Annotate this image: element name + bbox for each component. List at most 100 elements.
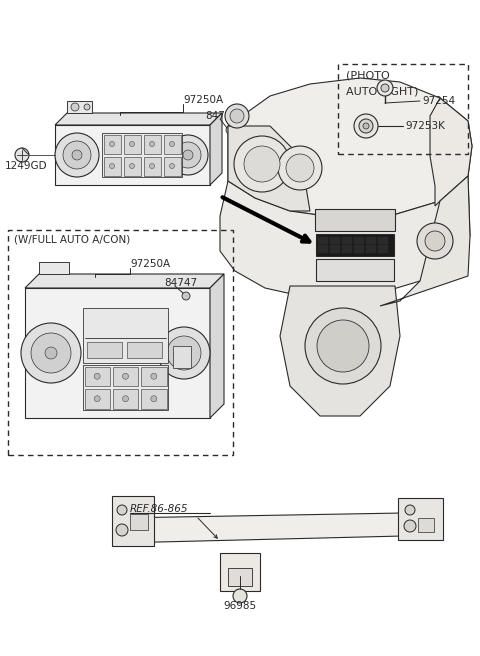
- Circle shape: [31, 333, 71, 373]
- Bar: [418, 518, 434, 532]
- Text: 1249GD: 1249GD: [5, 161, 48, 171]
- Circle shape: [286, 154, 314, 182]
- Circle shape: [425, 231, 445, 251]
- Circle shape: [117, 505, 127, 515]
- Text: 97254: 97254: [422, 96, 455, 106]
- Circle shape: [109, 163, 115, 169]
- Circle shape: [305, 308, 381, 384]
- Bar: [378, 245, 388, 253]
- Circle shape: [158, 327, 210, 379]
- Polygon shape: [228, 78, 472, 218]
- Bar: [127, 342, 162, 358]
- Bar: [164, 134, 180, 154]
- Circle shape: [169, 142, 175, 146]
- Bar: [164, 157, 180, 176]
- Polygon shape: [430, 98, 472, 206]
- Bar: [141, 389, 167, 409]
- Circle shape: [130, 142, 134, 146]
- Circle shape: [55, 133, 99, 177]
- Polygon shape: [280, 286, 400, 416]
- Polygon shape: [25, 274, 224, 288]
- Polygon shape: [39, 262, 69, 274]
- Circle shape: [45, 347, 57, 359]
- Circle shape: [230, 109, 244, 123]
- Text: 96985: 96985: [223, 601, 257, 611]
- Circle shape: [149, 163, 155, 169]
- Bar: [123, 157, 141, 176]
- Circle shape: [151, 373, 157, 379]
- Bar: [342, 237, 352, 244]
- Text: 84747: 84747: [164, 278, 197, 288]
- Circle shape: [72, 150, 82, 160]
- Circle shape: [122, 373, 129, 379]
- Circle shape: [381, 84, 389, 92]
- Bar: [104, 134, 120, 154]
- Bar: [220, 553, 260, 591]
- Circle shape: [84, 104, 90, 110]
- Text: (PHOTO: (PHOTO: [346, 70, 390, 80]
- Bar: [342, 245, 352, 253]
- Circle shape: [109, 142, 115, 146]
- Polygon shape: [118, 513, 403, 543]
- Bar: [84, 367, 110, 386]
- Polygon shape: [380, 176, 470, 306]
- Circle shape: [167, 336, 201, 370]
- Bar: [315, 209, 395, 231]
- Bar: [366, 237, 376, 244]
- Bar: [316, 234, 394, 256]
- Bar: [113, 367, 138, 386]
- Bar: [87, 342, 122, 358]
- Bar: [398, 498, 443, 540]
- Circle shape: [122, 396, 129, 401]
- Circle shape: [71, 103, 79, 111]
- Text: AUTO LIGHT): AUTO LIGHT): [346, 86, 419, 96]
- Polygon shape: [210, 274, 224, 418]
- Bar: [112, 496, 154, 546]
- Polygon shape: [55, 113, 222, 125]
- Circle shape: [417, 223, 453, 259]
- Circle shape: [183, 150, 193, 160]
- Circle shape: [21, 323, 81, 383]
- Circle shape: [377, 80, 393, 96]
- Bar: [228, 568, 252, 586]
- Text: (W/FULL AUTO A/CON): (W/FULL AUTO A/CON): [14, 235, 130, 245]
- Circle shape: [359, 119, 373, 133]
- Bar: [354, 237, 364, 244]
- Circle shape: [234, 136, 290, 192]
- Circle shape: [116, 524, 128, 536]
- Bar: [330, 245, 340, 253]
- Circle shape: [15, 148, 29, 162]
- Circle shape: [175, 142, 201, 168]
- Bar: [130, 514, 148, 530]
- Bar: [318, 237, 328, 244]
- Bar: [113, 389, 138, 409]
- Circle shape: [130, 163, 134, 169]
- Bar: [330, 237, 340, 244]
- Circle shape: [179, 348, 189, 358]
- Bar: [378, 237, 388, 244]
- Circle shape: [226, 126, 234, 134]
- Bar: [144, 134, 160, 154]
- Bar: [102, 133, 182, 177]
- Circle shape: [94, 373, 100, 379]
- Circle shape: [244, 146, 280, 182]
- Bar: [366, 245, 376, 253]
- Circle shape: [149, 142, 155, 146]
- Circle shape: [363, 123, 369, 129]
- Bar: [83, 308, 168, 363]
- Polygon shape: [210, 113, 222, 185]
- Circle shape: [182, 292, 190, 300]
- Circle shape: [354, 114, 378, 138]
- Bar: [104, 157, 120, 176]
- Polygon shape: [55, 125, 210, 185]
- Circle shape: [317, 320, 369, 372]
- Bar: [354, 245, 364, 253]
- Bar: [83, 365, 168, 410]
- Text: 97250A: 97250A: [130, 259, 170, 269]
- Bar: [173, 346, 191, 368]
- Circle shape: [225, 104, 249, 128]
- Circle shape: [233, 589, 247, 603]
- Bar: [141, 367, 167, 386]
- Polygon shape: [228, 126, 310, 211]
- Circle shape: [404, 520, 416, 532]
